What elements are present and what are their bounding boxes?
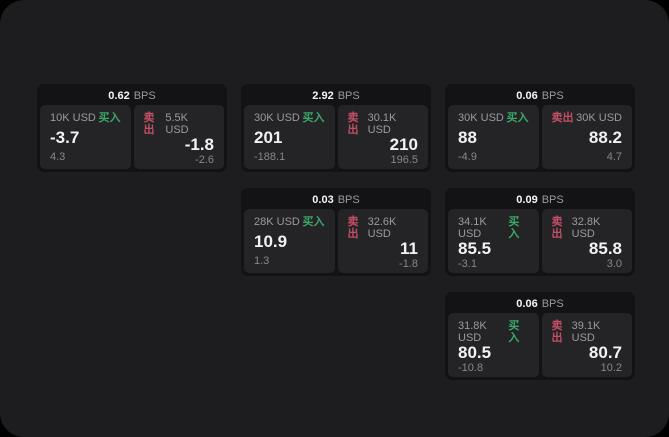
quote-card-2: 2.92 BPS 30K USD 买入 201 -188.1 卖出 30.1K U… [241, 84, 431, 172]
buy-sell-panels: 30K USD 买入 201 -188.1 卖出 30.1K USD 210 1… [244, 105, 428, 169]
buy-sub-value: -10.8 [458, 362, 484, 374]
buy-tile[interactable]: 30K USD 买入 201 -188.1 [244, 105, 335, 169]
buy-price: 10.9 [254, 231, 288, 251]
sell-price: 88.2 [588, 127, 622, 147]
sell-tile[interactable]: 卖出 32.8K USD 85.8 3.0 [541, 209, 632, 273]
buy-sell-panels: 30K USD 买入 88 -4.9 卖出 30K USD 88.2 4.7 [448, 105, 632, 169]
buy-amount: 34.1K USD [458, 216, 487, 240]
bps-value: 0.09 [516, 194, 538, 206]
sell-side-label: 卖出 [143, 112, 155, 136]
bps-header: 0.03 BPS [244, 191, 428, 209]
bps-unit-label: BPS [541, 298, 564, 310]
sell-side-label: 卖出 [551, 320, 563, 344]
buy-sub-value: 4.3 [50, 151, 66, 163]
sell-side-label: 卖出 [347, 216, 359, 240]
sell-amount: 39.1K USD [571, 320, 601, 344]
sell-price: 85.8 [588, 239, 622, 258]
buy-sub-value: -3.1 [458, 258, 477, 270]
sell-tile[interactable]: 卖出 30K USD 88.2 4.7 [541, 105, 632, 169]
sell-amount: 32.6K USD [367, 216, 397, 240]
bps-header: 0.06 BPS [448, 295, 632, 313]
bps-unit-label: BPS [541, 90, 564, 102]
bps-header: 2.92 BPS [244, 87, 428, 105]
sell-side-label: 卖出 [551, 216, 563, 240]
buy-price: -3.7 [50, 127, 80, 147]
bps-header: 0.06 BPS [448, 87, 632, 105]
quote-card-3: 0.06 BPS 30K USD 买入 88 -4.9 卖出 30K USD 88… [445, 84, 635, 172]
buy-sell-panels: 10K USD 买入 -3.7 4.3 卖出 5.5K USD -1.8 -2.… [40, 105, 224, 169]
buy-side-label: 买入 [506, 112, 529, 124]
buy-side-label: 买入 [98, 112, 121, 124]
quote-card-1: 0.62 BPS 10K USD 买入 -3.7 4.3 卖出 5.5K USD … [37, 84, 227, 172]
sell-sub-value: -2.6 [195, 154, 214, 166]
sell-sub-value: -1.8 [399, 258, 418, 270]
buy-sub-value: -4.9 [458, 151, 477, 163]
sell-amount: 32.8K USD [571, 216, 601, 240]
buy-tile[interactable]: 10K USD 买入 -3.7 4.3 [40, 105, 131, 169]
bps-unit-label: BPS [337, 90, 360, 102]
sell-price: 11 [400, 239, 418, 258]
sell-amount: 30K USD [576, 112, 622, 124]
quote-card-5: 0.09 BPS 34.1K USD 买入 85.5 -3.1 卖出 32.8K … [445, 188, 635, 276]
sell-sub-value: 10.2 [600, 362, 622, 374]
buy-sell-panels: 34.1K USD 买入 85.5 -3.1 卖出 32.8K USD 85.8… [448, 209, 632, 273]
buy-side-label: 买入 [302, 216, 325, 228]
bps-value: 0.06 [516, 298, 538, 310]
sell-price: 80.7 [588, 343, 622, 362]
sell-side-label: 卖出 [551, 112, 574, 124]
buy-tile[interactable]: 28K USD 买入 10.9 1.3 [244, 209, 335, 273]
bps-value: 0.03 [312, 194, 334, 206]
sell-amount: 5.5K USD [165, 112, 189, 136]
sell-sub-value: 196.5 [390, 154, 418, 166]
quote-card-4: 0.03 BPS 28K USD 买入 10.9 1.3 卖出 32.6K USD… [241, 188, 431, 276]
sell-amount: 30.1K USD [367, 112, 397, 136]
sell-price: -1.8 [184, 135, 214, 154]
buy-amount: 31.8K USD [458, 320, 487, 344]
sell-sub-value: 4.7 [606, 151, 622, 163]
bps-unit-label: BPS [133, 90, 156, 102]
buy-amount: 10K USD [50, 112, 96, 124]
buy-sub-value: 1.3 [254, 255, 270, 267]
sell-price: 210 [389, 135, 418, 154]
buy-price: 80.5 [458, 343, 492, 362]
bps-unit-label: BPS [541, 194, 564, 206]
sell-tile[interactable]: 卖出 30.1K USD 210 196.5 [337, 105, 428, 169]
bps-unit-label: BPS [337, 194, 360, 206]
bps-header: 0.62 BPS [40, 87, 224, 105]
quote-card-6: 0.06 BPS 31.8K USD 买入 80.5 -10.8 卖出 39.1K… [445, 292, 635, 380]
buy-amount: 28K USD [254, 216, 300, 228]
buy-side-label: 买入 [508, 320, 520, 344]
buy-sell-panels: 31.8K USD 买入 80.5 -10.8 卖出 39.1K USD 80.… [448, 313, 632, 377]
buy-amount: 30K USD [254, 112, 300, 124]
buy-tile[interactable]: 34.1K USD 买入 85.5 -3.1 [448, 209, 539, 273]
buy-sub-value: -188.1 [254, 151, 286, 163]
buy-amount: 30K USD [458, 112, 504, 124]
sell-side-label: 卖出 [347, 112, 359, 136]
sell-tile[interactable]: 卖出 39.1K USD 80.7 10.2 [541, 313, 632, 377]
buy-tile[interactable]: 30K USD 买入 88 -4.9 [448, 105, 539, 169]
buy-side-label: 买入 [508, 216, 520, 240]
bps-value: 0.06 [516, 90, 538, 102]
buy-price: 201 [254, 127, 283, 147]
buy-price: 88 [458, 127, 477, 147]
buy-price: 85.5 [458, 239, 492, 258]
sell-tile[interactable]: 卖出 5.5K USD -1.8 -2.6 [133, 105, 224, 169]
sell-sub-value: 3.0 [606, 258, 622, 270]
sell-tile[interactable]: 卖出 32.6K USD 11 -1.8 [337, 209, 428, 273]
buy-side-label: 买入 [302, 112, 325, 124]
bps-value: 2.92 [312, 90, 334, 102]
bps-value: 0.62 [108, 90, 130, 102]
bps-header: 0.09 BPS [448, 191, 632, 209]
buy-sell-panels: 28K USD 买入 10.9 1.3 卖出 32.6K USD 11 -1.8 [244, 209, 428, 273]
buy-tile[interactable]: 31.8K USD 买入 80.5 -10.8 [448, 313, 539, 377]
